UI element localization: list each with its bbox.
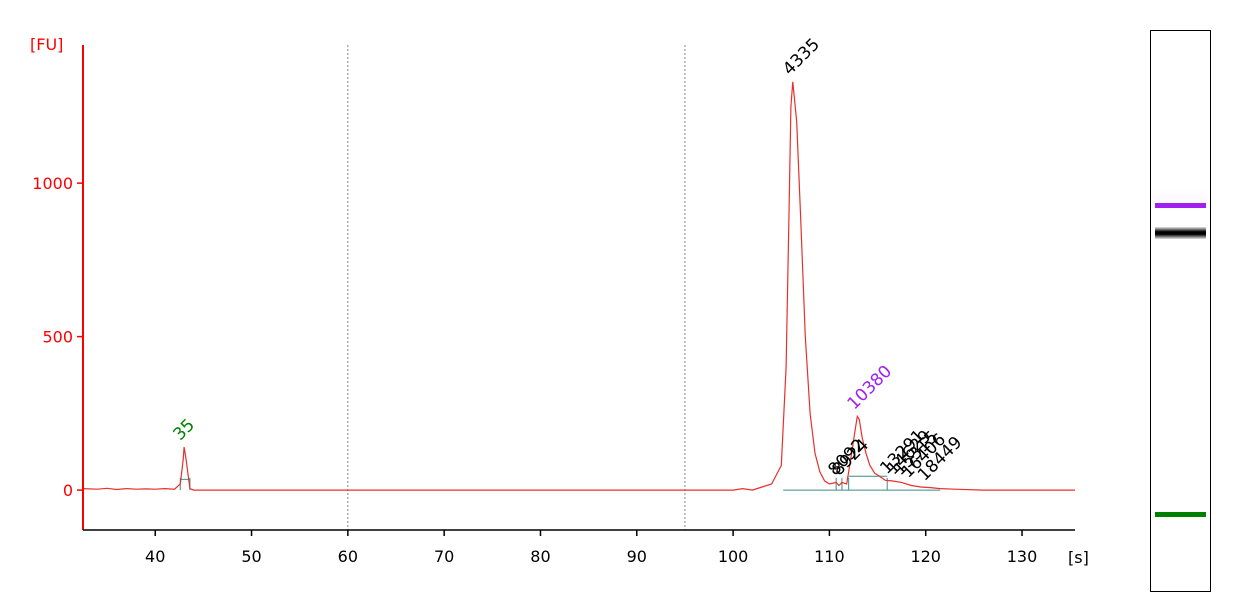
peak-baselines	[179, 475, 941, 491]
y-axis-label: [FU]	[30, 35, 63, 54]
electropherogram-chart: 0 500 1000 40 50 60 70 80 90 100 110 120 130 35 4335…	[30, 35, 1089, 567]
x-tick-label: 90	[627, 547, 647, 566]
fluorescence-trace	[82, 81, 1075, 491]
peak-label: 4335	[779, 35, 824, 80]
vertical-guides	[347, 45, 686, 530]
x-tick-label: 50	[241, 547, 261, 566]
x-tick-label: 70	[434, 547, 454, 566]
y-axis-ticks: 0 500 1000	[32, 174, 83, 500]
x-tick-label: 110	[814, 547, 845, 566]
peak-label: 10380	[844, 362, 896, 414]
peak-labels: 3543358092892410380132911462915315164061…	[170, 35, 967, 486]
x-tick-label: 100	[718, 547, 749, 566]
x-axis-ticks: 40 50 60 70 80 90 100 110 120 130	[145, 530, 1037, 566]
x-tick-label: 60	[338, 547, 358, 566]
x-tick-label: 120	[910, 547, 941, 566]
x-tick-label: 40	[145, 547, 165, 566]
axes	[82, 45, 1075, 531]
y-tick-label: 1000	[32, 174, 73, 193]
gel-band	[1155, 203, 1206, 209]
gel-band	[1155, 227, 1206, 240]
x-tick-label: 130	[1007, 547, 1038, 566]
gel-band	[1155, 512, 1206, 518]
y-tick-label: 0	[63, 481, 73, 500]
x-axis-label: [s]	[1068, 548, 1089, 567]
y-tick-label: 500	[42, 328, 73, 347]
gel-lane	[1150, 30, 1211, 592]
peak-label: 35	[170, 415, 199, 444]
x-tick-label: 80	[530, 547, 550, 566]
